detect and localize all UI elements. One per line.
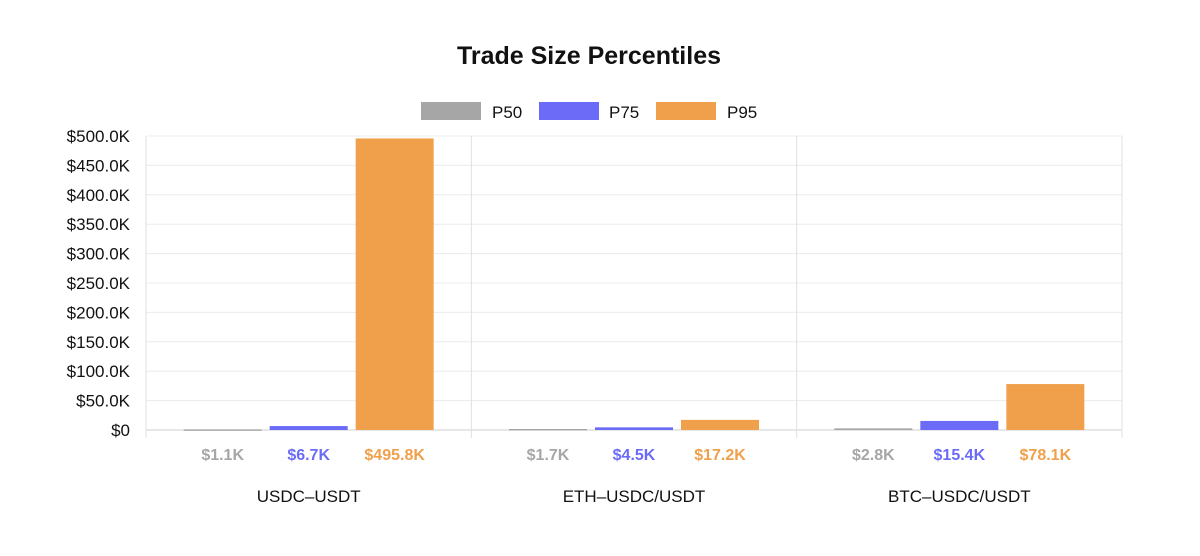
bar-p95-1: [355, 138, 434, 430]
bar-p95-2: [681, 419, 759, 430]
legend-swatch-p95: [656, 102, 716, 120]
data-label: $6.7K: [287, 447, 330, 464]
y-tick-label: $200.0K: [67, 303, 131, 322]
data-label: $495.8K: [364, 447, 425, 464]
legend-swatch-p50: [421, 102, 481, 120]
data-label: $17.2K: [694, 447, 746, 464]
y-tick-label: $300.0K: [67, 245, 131, 264]
bar-p75-3: [920, 420, 999, 430]
y-tick-label: $350.0K: [67, 215, 131, 234]
data-label: $4.5K: [613, 447, 656, 464]
legend-label: P95: [727, 103, 757, 122]
data-label: $1.7K: [527, 447, 570, 464]
bar-p50-2: [509, 429, 587, 431]
data-label: $2.8K: [852, 447, 895, 464]
bar-p95-3: [1006, 384, 1085, 430]
y-axis: $0 $50.0K $100.0K $150.0K $200.0K $250.0K $300…: [67, 127, 131, 440]
x-category-label: BTC–USDC/USDT: [888, 487, 1031, 506]
bars: [183, 138, 1085, 431]
y-tick-label: $250.0K: [67, 274, 131, 293]
bar-p50-1: [183, 429, 262, 431]
bar-p75-2: [595, 427, 673, 430]
legend-label: P50: [492, 103, 522, 122]
y-tick-label: $500.0K: [67, 127, 131, 146]
legend-label: P75: [609, 103, 639, 122]
y-tick-label: $100.0K: [67, 362, 131, 381]
y-tick-label: $400.0K: [67, 186, 131, 205]
chart-title: Trade Size Percentiles: [457, 42, 721, 70]
y-tick-label: $150.0K: [67, 333, 131, 352]
x-axis: USDC–USDT ETH–USDC/USDT BTC–USDC/USDT: [257, 487, 1031, 506]
data-label: $15.4K: [934, 447, 986, 464]
y-tick-label: $450.0K: [67, 156, 131, 175]
data-label: $78.1K: [1020, 447, 1072, 464]
bar-p50-3: [834, 428, 913, 430]
y-tick-label: $0: [111, 421, 130, 440]
bar-p75-1: [269, 426, 348, 430]
x-category-label: ETH–USDC/USDT: [563, 487, 706, 506]
data-labels: $1.1K $6.7K $495.8K $1.7K $4.5K $17.2K $2.8K $1…: [201, 447, 1071, 464]
grid: [145, 135, 1123, 438]
legend-swatch-p75: [539, 102, 599, 120]
y-tick-label: $50.0K: [76, 392, 131, 411]
x-category-label: USDC–USDT: [257, 487, 361, 506]
legend: P50 P75 P95: [421, 102, 757, 122]
data-label: $1.1K: [201, 447, 244, 464]
